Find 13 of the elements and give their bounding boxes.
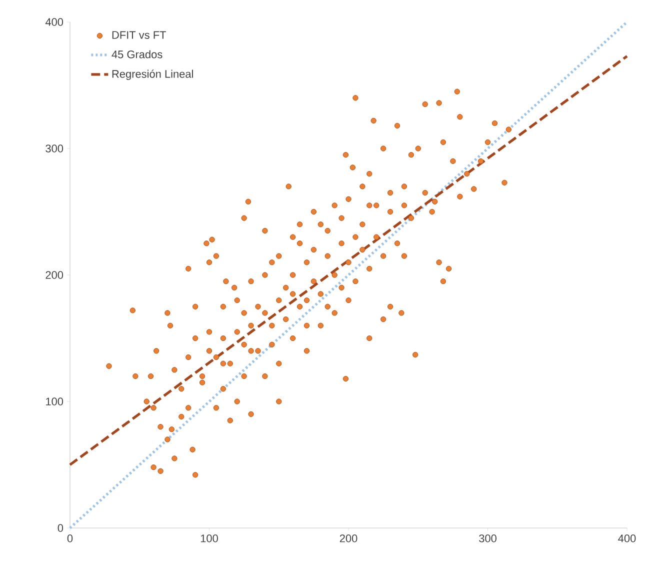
- y-tick-label: 0: [58, 524, 64, 532]
- x-tick-label: 400: [618, 534, 636, 542]
- y-tick-label: 400: [45, 18, 64, 26]
- x-tick-label: 300: [479, 534, 496, 542]
- x-tick-label: 200: [340, 534, 358, 542]
- legend-label: 45 Grados: [112, 50, 162, 58]
- x-tick-label: 100: [200, 534, 218, 542]
- legend-label: Regresión Lineal: [112, 70, 193, 80]
- y-tick-label: 200: [46, 271, 64, 279]
- y-tick-label: 100: [46, 398, 64, 406]
- y-tick-label: 300: [46, 144, 64, 152]
- x-tick-label: 0: [67, 534, 73, 542]
- legend-label: DFIT vs FT: [112, 31, 166, 39]
